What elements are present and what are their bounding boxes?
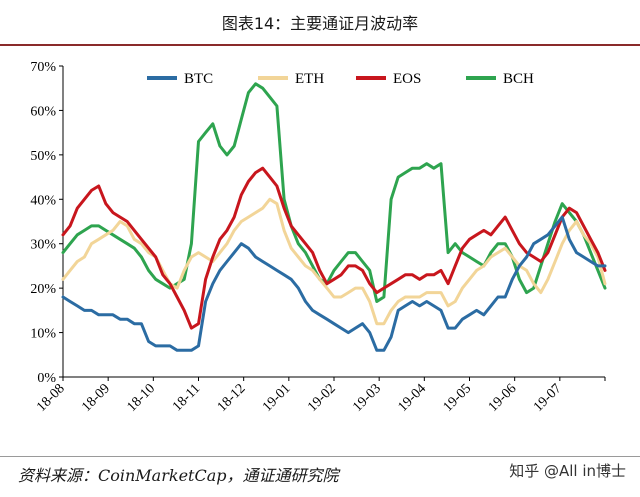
x-tick-label: 19-04 (395, 381, 429, 415)
x-tick-label: 19-07 (531, 381, 565, 415)
legend-label-bch: BCH (503, 71, 534, 87)
x-tick-label: 18-12 (215, 381, 249, 415)
x-tick-label: 19-01 (260, 381, 294, 415)
x-tick-label: 18-11 (170, 381, 203, 414)
source-note: 资料来源：CoinMarketCap，通证通研究院 (18, 466, 339, 485)
series-line-btc (61, 215, 607, 352)
x-tick-label: 19-03 (350, 381, 384, 415)
x-tick-label: 19-06 (486, 381, 520, 415)
footer-divider (0, 456, 640, 457)
x-tick-label: 19-02 (305, 381, 339, 415)
y-tick-label: 70% (30, 60, 56, 75)
watermark: 知乎 @All in博士 (509, 462, 626, 480)
chart-legend: BTC ETH EOS BCH (147, 71, 534, 87)
y-tick-label: 0% (37, 371, 56, 386)
x-tick-label: 19-05 (441, 381, 475, 415)
y-tick-label: 30% (30, 238, 56, 253)
y-tick-label: 20% (30, 282, 56, 297)
x-tick-label: 18-09 (79, 381, 113, 415)
chart-series (61, 82, 607, 352)
y-tick-label: 60% (30, 104, 56, 119)
x-tick-label: 18-10 (124, 381, 158, 415)
chart-title: 图表14：主要通证月波动率 (221, 14, 419, 33)
x-tick-label: 18-08 (34, 381, 68, 415)
legend-label-btc: BTC (184, 71, 213, 87)
y-tick-label: 10% (30, 327, 56, 342)
legend-label-eos: EOS (393, 71, 421, 87)
title-divider (0, 44, 640, 46)
volatility-line-chart: 0% 10% 20% 30% 40% 50% 60% 70% 18-08 18-09 18-10 18… (30, 60, 607, 415)
series-line-eos (61, 166, 607, 330)
y-tick-label: 40% (30, 193, 56, 208)
series-line-bch (61, 82, 607, 303)
legend-label-eth: ETH (295, 71, 324, 87)
y-tick-label: 50% (30, 149, 56, 164)
